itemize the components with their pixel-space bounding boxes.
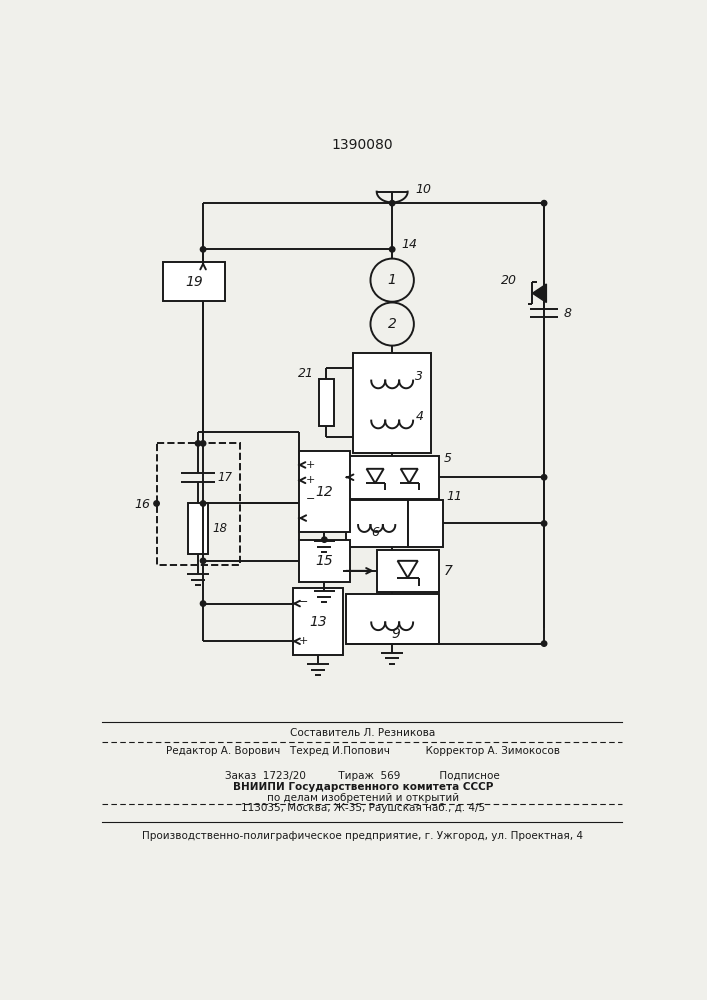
Polygon shape	[532, 284, 547, 302]
Text: 113035, Москва, Ж-35, Раушская наб., д. 4/5: 113035, Москва, Ж-35, Раушская наб., д. …	[240, 803, 485, 813]
Text: 15: 15	[315, 554, 333, 568]
Bar	[346, 456, 438, 499]
Text: 13: 13	[309, 615, 327, 629]
Text: 11: 11	[446, 490, 462, 503]
Circle shape	[542, 200, 547, 206]
Text: Редактор А. Ворович   Техред И.Попович           Корректор А. Зимокосов: Редактор А. Ворович Техред И.Попович Кор…	[165, 746, 560, 756]
Text: 1390080: 1390080	[332, 138, 394, 152]
Text: 4: 4	[416, 410, 423, 423]
Circle shape	[390, 247, 395, 252]
Bar	[163, 262, 225, 301]
Text: −: −	[305, 494, 315, 504]
Text: +: +	[305, 460, 315, 470]
Text: Производственно-полиграфическое предприятие, г. Ужгород, ул. Проектная, 4: Производственно-полиграфическое предприя…	[142, 831, 583, 841]
Text: 6: 6	[371, 526, 379, 539]
Text: Заказ  1723/20          Тираж  569            Подписное: Заказ 1723/20 Тираж 569 Подписное	[226, 771, 500, 781]
Text: по делам изобретений и открытий: по делам изобретений и открытий	[267, 793, 459, 803]
Bar	[346, 500, 408, 547]
Text: 8: 8	[563, 307, 571, 320]
Bar	[299, 540, 349, 582]
Circle shape	[542, 641, 547, 646]
Text: 21: 21	[298, 367, 314, 380]
Text: 17: 17	[218, 471, 233, 484]
Text: 20: 20	[501, 274, 517, 287]
Circle shape	[200, 441, 206, 446]
Bar	[156, 443, 240, 565]
Text: 16: 16	[134, 498, 151, 511]
Text: 18: 18	[212, 522, 227, 535]
Text: 1: 1	[387, 273, 397, 287]
Circle shape	[542, 521, 547, 526]
Circle shape	[322, 537, 327, 542]
Bar	[346, 594, 438, 644]
Circle shape	[200, 247, 206, 252]
Circle shape	[200, 601, 206, 606]
Text: +: +	[299, 636, 308, 646]
Text: 2: 2	[387, 317, 397, 331]
Text: 9: 9	[392, 627, 400, 641]
Text: 10: 10	[416, 183, 431, 196]
Text: ВНИИПИ Государственного комитета СССР: ВНИИПИ Государственного комитета СССР	[233, 782, 493, 792]
Text: 3: 3	[416, 370, 423, 383]
Text: 12: 12	[315, 485, 333, 499]
Circle shape	[542, 475, 547, 480]
Text: 5: 5	[443, 452, 451, 465]
Bar	[293, 588, 344, 655]
Circle shape	[390, 200, 395, 206]
Bar	[354, 353, 431, 453]
Circle shape	[195, 441, 201, 446]
Text: 19: 19	[185, 275, 203, 289]
Text: 14: 14	[402, 238, 417, 251]
Text: Составитель Л. Резникова: Составитель Л. Резникова	[290, 728, 436, 738]
Circle shape	[154, 501, 159, 506]
Bar	[319, 379, 334, 426]
Bar	[408, 500, 443, 547]
Bar	[299, 451, 349, 532]
Bar	[188, 503, 208, 554]
Text: −: −	[299, 597, 308, 607]
Circle shape	[200, 558, 206, 564]
Circle shape	[200, 501, 206, 506]
Text: +: +	[305, 475, 315, 485]
Bar	[377, 550, 438, 592]
Text: 7: 7	[443, 564, 452, 578]
